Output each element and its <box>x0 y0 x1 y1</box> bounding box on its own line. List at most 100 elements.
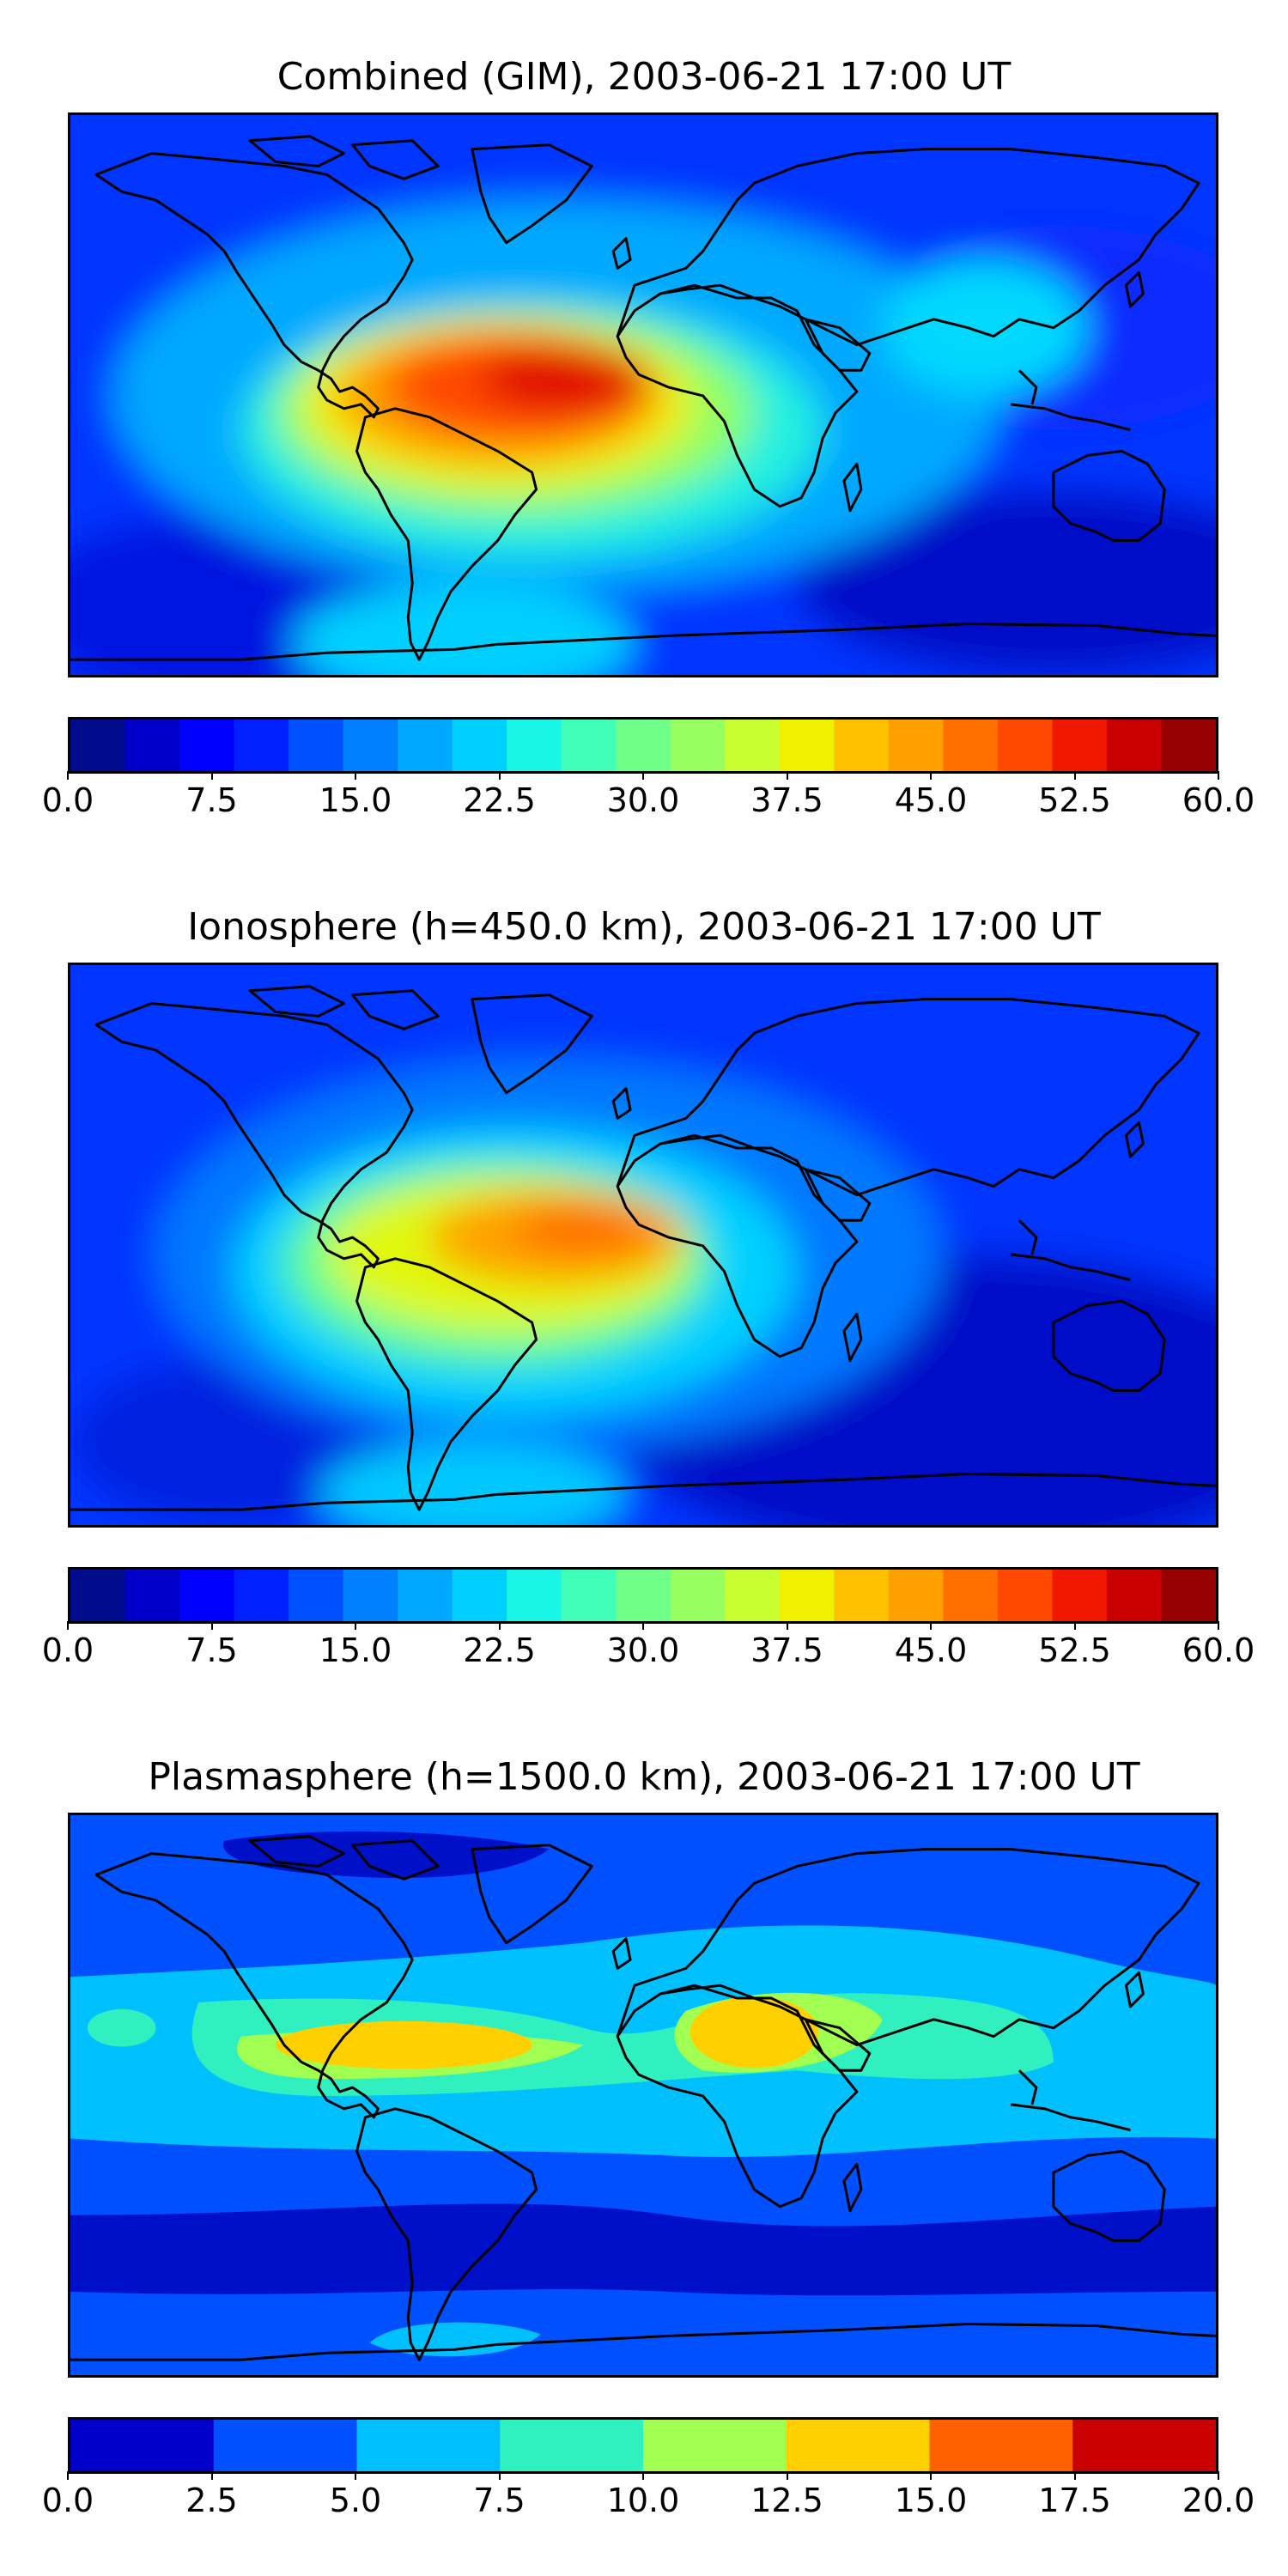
colorbar-tick <box>355 2471 356 2480</box>
colorbar-tick <box>210 1621 213 1630</box>
colorbar-tick <box>786 771 788 780</box>
colorbar-tick <box>355 771 356 780</box>
colorbar-tick-label: 17.5 <box>1038 2482 1111 2519</box>
colorbar-tick-label: 10.0 <box>606 2482 680 2519</box>
colorbar-tick <box>786 2471 788 2480</box>
colorbar-tick <box>1073 771 1076 780</box>
colorbar-step <box>125 720 180 771</box>
colorbar-tick-label: 0.0 <box>41 1631 94 1669</box>
colorbar-tick <box>498 771 501 780</box>
colorbar-step <box>1052 720 1108 771</box>
colorbar-ticks-ionosphere: 0.0 7.5 15.0 22.5 30.0 37.5 45.0 52.5 60.0 <box>42 1621 1255 1673</box>
colorbar-step <box>786 2420 931 2471</box>
colorbar-step <box>70 720 126 771</box>
colorbar-step <box>616 720 671 771</box>
colorbar-step <box>343 1570 398 1621</box>
colorbar-tick-label: 7.5 <box>185 1631 238 1669</box>
panel-title-plasmasphere: Plasmasphere (h=1500.0 km), 2003-06-21 1… <box>148 1755 1140 1799</box>
colorbar-tick <box>1218 1621 1219 1630</box>
panel-title-combined: Combined (GIM), 2003-06-21 17:00 UT <box>276 55 1012 99</box>
map-combined <box>68 112 1218 677</box>
colorbar-step <box>125 1570 180 1621</box>
colorbar-step <box>670 720 726 771</box>
colorbar-tick <box>210 2471 213 2480</box>
colorbar-tick-label: 52.5 <box>1038 1631 1111 1669</box>
colorbar-tick-label: 5.0 <box>329 2482 382 2519</box>
colorbar-step <box>1106 1570 1163 1621</box>
colorbar-tick <box>498 2471 501 2480</box>
colorbar-step <box>834 1570 890 1621</box>
colorbar-ticks-combined: 0.0 7.5 15.0 22.5 30.0 37.5 45.0 52.5 60.0 <box>42 771 1255 823</box>
colorbar-ticks-plasmasphere: 0.0 2.5 5.0 7.5 10.0 12.5 15.0 17.5 20.0 <box>42 2471 1255 2523</box>
colorbar-step <box>289 720 344 771</box>
colorbar-tick-label: 60.0 <box>1182 781 1255 819</box>
colorbar-step <box>234 720 289 771</box>
colorbar-step <box>561 720 617 771</box>
colorbar-tick-label: 2.5 <box>185 2482 238 2519</box>
colorbar-step <box>888 720 944 771</box>
colorbar-tick <box>67 2471 69 2480</box>
colorbar-tick-label: 15.0 <box>894 2482 968 2519</box>
colorbar-step <box>779 720 835 771</box>
colorbar-step <box>670 1570 726 1621</box>
colorbar-tick <box>930 1621 932 1630</box>
colorbar-tick <box>642 1621 644 1630</box>
colorbar-step <box>1106 720 1163 771</box>
colorbar-step <box>507 720 562 771</box>
colorbar-step <box>997 1570 1054 1621</box>
colorbar-step <box>70 1570 126 1621</box>
colorbar-step <box>1052 1570 1108 1621</box>
colorbar-tick-label: 37.5 <box>750 1631 823 1669</box>
colorbar-step <box>452 720 507 771</box>
colorbar-plasmasphere <box>68 2417 1218 2474</box>
colorbar-tick-label: 22.5 <box>463 1631 536 1669</box>
colorbar-tick <box>1218 771 1219 780</box>
colorbar-step <box>179 1570 235 1621</box>
colorbar-tick-label: 15.0 <box>319 1631 392 1669</box>
colorbar-step <box>179 720 235 771</box>
colorbar-tick <box>1218 2471 1219 2480</box>
colorbar-step <box>643 2420 787 2471</box>
colorbar-step <box>398 720 453 771</box>
colorbar-step <box>1161 1570 1216 1621</box>
colorbar-step <box>343 720 398 771</box>
colorbar-tick <box>210 771 213 780</box>
colorbar-step <box>356 2420 501 2471</box>
colorbar-step <box>929 2420 1073 2471</box>
colorbar-step <box>997 720 1054 771</box>
colorbar-step <box>1072 2420 1216 2471</box>
colorbar-tick-label: 15.0 <box>319 781 392 819</box>
colorbar-tick <box>642 2471 644 2480</box>
colorbar-tick-label: 45.0 <box>894 781 968 819</box>
colorbar-step <box>943 720 999 771</box>
map-plasmasphere <box>68 1813 1218 2378</box>
colorbar-tick-label: 0.0 <box>41 2482 94 2519</box>
colorbar-tick <box>67 771 69 780</box>
colorbar-tick-label: 45.0 <box>894 1631 968 1669</box>
colorbar-tick-label: 22.5 <box>463 781 536 819</box>
colorbar-step <box>70 2420 215 2471</box>
colorbar-tick <box>786 1621 788 1630</box>
colorbar-tick-label: 0.0 <box>41 781 94 819</box>
colorbar-tick <box>355 1621 356 1630</box>
colorbar-step <box>289 1570 344 1621</box>
colorbar-tick-label: 20.0 <box>1182 2482 1255 2519</box>
colorbar-tick <box>1073 2471 1076 2480</box>
colorbar-step <box>888 1570 944 1621</box>
colorbar-step <box>779 1570 835 1621</box>
colorbar-tick <box>930 2471 932 2480</box>
colorbar-tick <box>1073 1621 1076 1630</box>
colorbar-step <box>398 1570 453 1621</box>
colorbar-tick <box>642 771 644 780</box>
colorbar-combined <box>68 717 1218 774</box>
colorbar-tick-label: 60.0 <box>1182 1631 1255 1669</box>
colorbar-step <box>561 1570 617 1621</box>
colorbar-tick-label: 12.5 <box>750 2482 823 2519</box>
colorbar-step <box>1161 720 1216 771</box>
colorbar-tick <box>498 1621 501 1630</box>
colorbar-step <box>943 1570 999 1621</box>
colorbar-step <box>507 1570 562 1621</box>
colorbar-ionosphere <box>68 1567 1218 1624</box>
colorbar-step <box>452 1570 507 1621</box>
colorbar-step <box>725 720 781 771</box>
